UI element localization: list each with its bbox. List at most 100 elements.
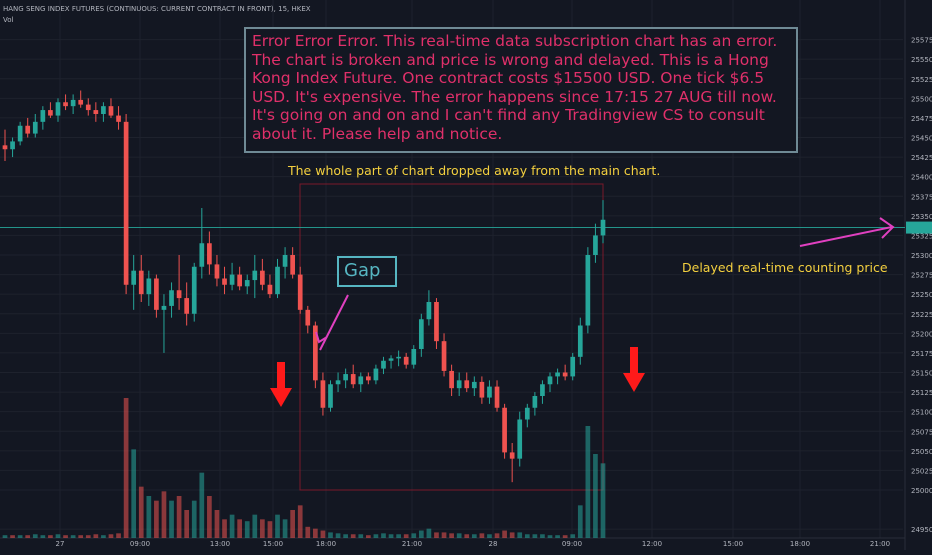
candle-body (184, 298, 190, 314)
red-arrow-right-shaft (630, 347, 638, 375)
volume-bar (237, 519, 243, 538)
candle-body (154, 278, 159, 310)
candle-body (502, 407, 507, 453)
volume-bar (396, 534, 401, 538)
dropped-label: The whole part of chart dropped away fro… (288, 163, 661, 178)
volume-bar (540, 534, 545, 538)
candle-body (191, 266, 197, 314)
volume-bar (449, 533, 454, 538)
volume-bar (70, 535, 76, 538)
volume-bar (524, 534, 530, 538)
volume-bar (161, 491, 167, 538)
x-tick-label: 09:00 (562, 540, 582, 548)
x-tick-label: 18:00 (790, 540, 810, 548)
gap-label-box: Gap (337, 256, 397, 287)
volume-bar (2, 535, 8, 538)
y-tick-label: 25250 (911, 291, 932, 299)
x-tick-label: 12:00 (642, 540, 662, 548)
candle-body (403, 356, 409, 365)
volume-bar (509, 532, 515, 538)
candle-body (260, 270, 265, 285)
y-tick-label: 25100 (911, 409, 932, 417)
pink-arrow-delayed-head (879, 217, 895, 239)
candle-body (222, 278, 227, 285)
volume-bar (214, 510, 220, 538)
candle-body (108, 106, 114, 116)
volume-bar (260, 519, 265, 538)
y-tick-label: 25225 (911, 311, 932, 319)
x-tick-label: 15:00 (723, 540, 743, 548)
volume-bar (418, 530, 424, 538)
red-arrow-left-head (270, 388, 292, 407)
pink-arrow-gap-head (315, 331, 328, 344)
volume-bar (138, 486, 144, 538)
candle-body (593, 235, 598, 255)
volume-bar (600, 463, 606, 538)
candle-body (214, 264, 220, 279)
volume-bar (154, 500, 159, 538)
volume-bar (479, 533, 485, 538)
volume-bar (381, 533, 386, 538)
volume-bar (456, 533, 462, 538)
volume-bar (169, 500, 174, 538)
y-tick-label: 25425 (911, 154, 932, 162)
candle-body (464, 380, 470, 389)
candle-body (456, 380, 462, 389)
y-tick-label: 25300 (911, 252, 932, 260)
volume-bar (123, 398, 129, 538)
y-tick-label: 25525 (911, 76, 932, 84)
y-tick-label: 25075 (911, 428, 932, 436)
volume-bar (350, 534, 356, 538)
volume-bar (32, 534, 38, 538)
candle-body (70, 99, 76, 107)
candle-body (282, 255, 288, 267)
y-tick-label: 25275 (911, 272, 932, 280)
volume-bar (365, 535, 371, 538)
error-note-box: Error Error Error. This real-time data s… (244, 27, 798, 153)
chart-title: HANG SENG INDEX FUTURES (CONTINUOUS: CUR… (3, 5, 311, 13)
candle-body (48, 110, 53, 116)
dropped-region-box (299, 183, 604, 491)
candle-body (585, 255, 591, 326)
candle-body (441, 341, 447, 371)
y-tick-label: 25325 (911, 232, 932, 240)
candle-body (517, 419, 523, 459)
y-tick-label: 25500 (911, 95, 932, 103)
volume-bar (517, 532, 523, 538)
volume-bar (78, 535, 84, 538)
candle-body (85, 104, 91, 111)
volume-bar (502, 530, 507, 538)
volume-bar (343, 534, 348, 538)
candle-body (63, 102, 68, 107)
volume-bar (297, 505, 303, 538)
volume-bar (55, 534, 61, 538)
volume-bar (328, 532, 333, 538)
volume-bar (252, 514, 258, 538)
candle-body (131, 270, 137, 285)
candle-body (55, 102, 61, 116)
delayed-label: Delayed real-time counting price (682, 260, 888, 275)
volume-bar (562, 535, 568, 538)
volume-bar (593, 454, 598, 538)
volume-bar (184, 510, 190, 538)
volume-bar (10, 535, 15, 538)
volume-bar (17, 535, 23, 538)
candle-body (562, 372, 568, 377)
volume-bar (93, 534, 99, 538)
y-tick-label: 25575 (911, 37, 932, 45)
volume-bar (267, 521, 273, 538)
candle-body (40, 110, 46, 122)
candle-body (358, 376, 364, 385)
volume-bar (222, 519, 227, 538)
y-tick-label: 25475 (911, 115, 932, 123)
volume-bar (570, 534, 576, 538)
candle-body (426, 302, 432, 320)
volume-bar (275, 514, 280, 538)
y-tick-label: 25375 (911, 193, 932, 201)
y-tick-label: 25550 (911, 56, 932, 64)
candle-body (199, 243, 205, 267)
candle-body (343, 374, 348, 381)
volume-bar (441, 532, 447, 538)
volume-bar (547, 535, 553, 538)
volume-bar (108, 534, 114, 538)
